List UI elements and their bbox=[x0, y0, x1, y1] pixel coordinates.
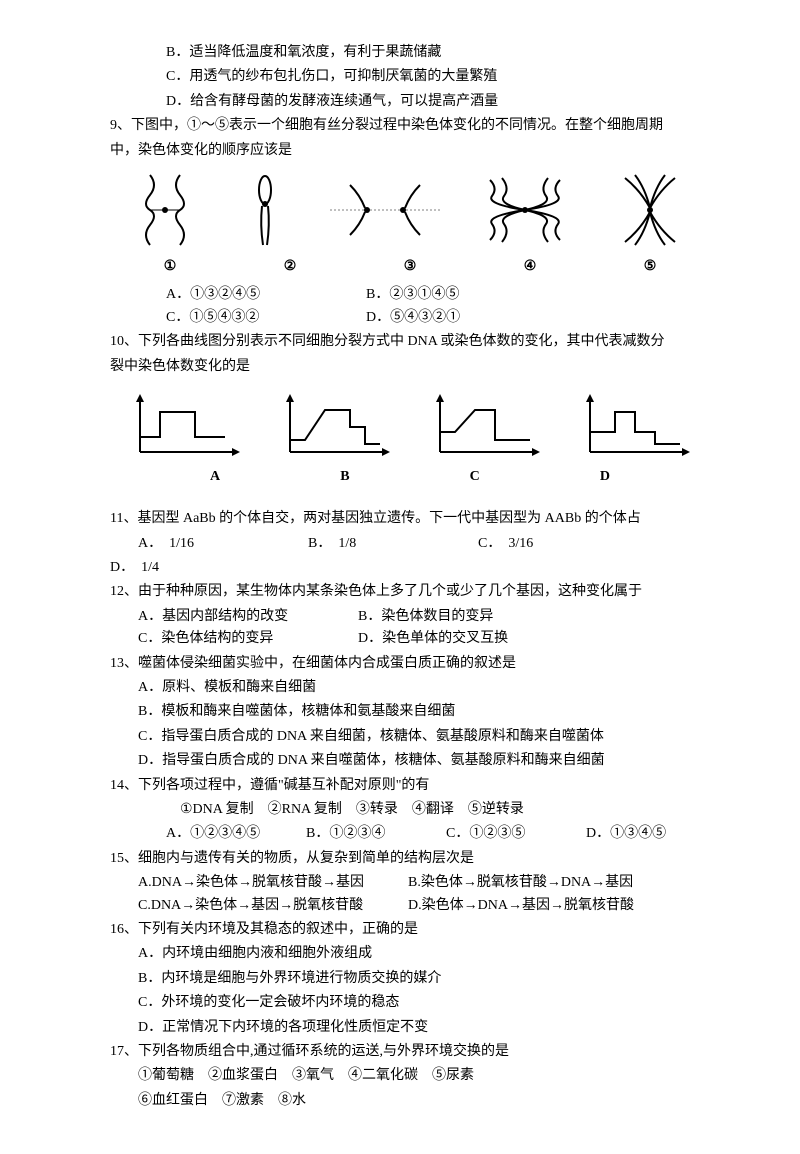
q15-opt-c: C.DNA→染色体→基因→脱氧核苷酸 bbox=[138, 895, 408, 917]
q11-opt-b: B． 1/8 bbox=[308, 533, 478, 555]
q15-stem: 15、细胞内与遗传有关的物质，从复杂到简单的结构层次是 bbox=[110, 848, 710, 870]
q9-label-2: ② bbox=[284, 254, 297, 276]
q10-label-row: A B C D bbox=[110, 466, 710, 488]
graph-b-icon bbox=[275, 392, 395, 462]
q10-stem-1: 10、下列各曲线图分别表示不同细胞分裂方式中 DNA 或染色体数的变化，其中代表… bbox=[110, 331, 710, 353]
q9-label-5: ⑤ bbox=[644, 254, 657, 276]
graph-c-icon bbox=[425, 392, 545, 462]
q16-stem: 16、下列有关内环境及其稳态的叙述中，正确的是 bbox=[110, 919, 710, 941]
q17-line1: ①葡萄糖 ②血浆蛋白 ③氧气 ④二氧化碳 ⑤尿素 bbox=[110, 1065, 710, 1087]
q13-opt-a: A．原料、模板和酶来自细菌 bbox=[110, 677, 710, 699]
q17-line2: ⑥血红蛋白 ⑦激素 ⑧水 bbox=[110, 1090, 710, 1112]
q10-label-a: A bbox=[210, 466, 220, 488]
q11-stem: 11、基因型 AaBb 的个体自交，两对基因独立遗传。下一代中基因型为 AABb… bbox=[110, 508, 710, 530]
q12-opt-b: B．染色体数目的变异 bbox=[358, 606, 493, 628]
q17-stem: 17、下列各物质组合中,通过循环系统的运送,与外界环境交换的是 bbox=[110, 1041, 710, 1063]
q16-opt-c: C．外环境的变化一定会破坏内环境的稳态 bbox=[110, 992, 710, 1014]
chromosome-4-icon bbox=[480, 170, 570, 250]
q9-opt-a: A．①③②④⑤ bbox=[166, 284, 366, 306]
q12-opt-c: C．染色体结构的变异 bbox=[138, 628, 358, 650]
chromosome-2-icon bbox=[240, 170, 290, 250]
q12-stem: 12、由于种种原因，某生物体内某条染色体上多了几个或少了几个基因，这种变化属于 bbox=[110, 581, 710, 603]
q13-opt-c: C．指导蛋白质合成的 DNA 来自细菌，核糖体、氨基酸原料和酶来自噬菌体 bbox=[110, 726, 710, 748]
q11-opt-c: C． 3/16 bbox=[478, 533, 648, 555]
q10-diagrams bbox=[110, 392, 710, 462]
q10-stem-2: 裂中染色体数变化的是 bbox=[110, 356, 710, 378]
q10-label-d: D bbox=[600, 466, 610, 488]
q14-opt-a: A．①②③④⑤ bbox=[166, 823, 306, 845]
q13-opt-d: D．指导蛋白质合成的 DNA 来自噬菌体，核糖体、氨基酸原料和酶来自细菌 bbox=[110, 750, 710, 772]
q14-opt-b: B．①②③④ bbox=[306, 823, 446, 845]
q16-opt-a: A．内环境由细胞内液和细胞外液组成 bbox=[110, 943, 710, 965]
q9-label-3: ③ bbox=[404, 254, 417, 276]
q9-opt-c: C．①⑤④③② bbox=[166, 307, 366, 329]
q11-opt-a: A． 1/16 bbox=[138, 533, 308, 555]
q16-opt-b: B．内环境是细胞与外界环境进行物质交换的媒介 bbox=[110, 968, 710, 990]
q9-label-row: ① ② ③ ④ ⑤ bbox=[110, 254, 710, 276]
q14-items: ①DNA 复制 ②RNA 复制 ③转录 ④翻译 ⑤逆转录 bbox=[110, 799, 710, 821]
q15-opt-a: A.DNA→染色体→脱氧核苷酸→基因 bbox=[138, 872, 408, 894]
q12-opt-d: D．染色单体的交叉互换 bbox=[358, 628, 508, 650]
q9-diagrams bbox=[110, 170, 710, 250]
q9-stem-2: 中，染色体变化的顺序应该是 bbox=[110, 140, 710, 162]
q13-stem: 13、噬菌体侵染细菌实验中，在细菌体内合成蛋白质正确的叙述是 bbox=[110, 653, 710, 675]
q14-stem: 14、下列各项过程中，遵循"碱基互补配对原则"的有 bbox=[110, 775, 710, 797]
graph-a-icon bbox=[125, 392, 245, 462]
q11-opt-d: D． 1/4 bbox=[110, 557, 710, 579]
q10-label-b: B bbox=[340, 466, 349, 488]
q15-opt-b: B.染色体→脱氧核苷酸→DNA→基因 bbox=[408, 872, 633, 894]
q14-opt-c: C．①②③⑤ bbox=[446, 823, 586, 845]
q9-stem-1: 9、下图中，①～⑤表示一个细胞有丝分裂过程中染色体变化的不同情况。在整个细胞周期 bbox=[110, 115, 710, 137]
q8-opt-d: D．给含有酵母菌的发酵液连续通气，可以提高产酒量 bbox=[110, 91, 710, 113]
chromosome-3-icon bbox=[330, 170, 440, 250]
q16-opt-d: D．正常情况下内环境的各项理化性质恒定不变 bbox=[110, 1017, 710, 1039]
chromosome-5-icon bbox=[610, 170, 690, 250]
q15-opt-d: D.染色体→DNA→基因→脱氧核苷酸 bbox=[408, 895, 634, 917]
q13-opt-b: B．模板和酶来自噬菌体，核糖体和氨基酸来自细菌 bbox=[110, 701, 710, 723]
q14-opt-d: D．①③④⑤ bbox=[586, 823, 666, 845]
q9-opt-d: D．⑤④③②① bbox=[366, 307, 566, 329]
q9-label-4: ④ bbox=[524, 254, 537, 276]
q9-opt-b: B．②③①④⑤ bbox=[366, 284, 566, 306]
q8-opt-c: C．用透气的纱布包扎伤口，可抑制厌氧菌的大量繁殖 bbox=[110, 66, 710, 88]
q12-opt-a: A．基因内部结构的改变 bbox=[138, 606, 358, 628]
q10-label-c: C bbox=[470, 466, 480, 488]
q9-label-1: ① bbox=[164, 254, 177, 276]
graph-d-icon bbox=[575, 392, 695, 462]
chromosome-1-icon bbox=[130, 170, 200, 250]
q8-opt-b: B．适当降低温度和氧浓度，有利于果蔬储藏 bbox=[110, 42, 710, 64]
